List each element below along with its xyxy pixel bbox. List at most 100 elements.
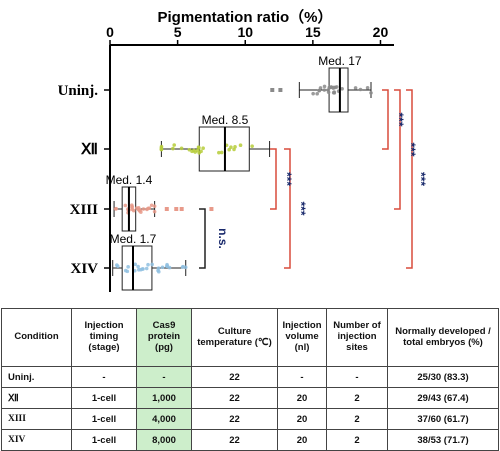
row-uninj-culture-temperature: 22 xyxy=(191,366,278,388)
data-point xyxy=(125,269,130,274)
category-label: XIV xyxy=(70,261,98,277)
data-point xyxy=(318,86,323,90)
row-xiii-condition: XIII xyxy=(1,408,72,430)
data-point xyxy=(159,147,164,152)
data-point xyxy=(219,150,224,155)
row-xiii-normally-developed: 37/60 (61.7) xyxy=(387,408,499,430)
significance-label: *** xyxy=(414,172,428,186)
row-xii-condition: Ⅻ xyxy=(1,387,72,409)
header-injection-timing: Injection timing (stage) xyxy=(71,308,137,367)
x-tick-label: 5 xyxy=(174,24,182,40)
median-label: Med. 8.5 xyxy=(202,113,249,127)
significance-label: *** xyxy=(294,201,308,215)
significance-bracket xyxy=(394,89,401,210)
data-point xyxy=(156,268,160,273)
data-point xyxy=(227,147,231,152)
data-point xyxy=(126,265,130,269)
header-culture-temperature: Culture temperature (℃) xyxy=(191,308,278,367)
axes: 0 5 10 15 20 Uninj. Ⅻ XIII XIV xyxy=(58,24,394,292)
data-point xyxy=(139,267,143,272)
row-uninj-condition: Uninj. xyxy=(1,366,72,388)
data-point xyxy=(193,150,197,154)
data-point xyxy=(144,266,149,271)
median-label: Med. 17 xyxy=(318,54,362,68)
median-label: Med. 1.4 xyxy=(106,173,153,187)
row-uninj-normally-developed: 25/30 (83.3) xyxy=(387,366,499,388)
data-point xyxy=(171,146,175,151)
row-uninj-cas9-protein: - xyxy=(136,366,192,388)
row-xiii-culture-temperature: 22 xyxy=(191,408,278,430)
table-row: Uninj. - -22- -25/30 (83.3) xyxy=(1,366,499,388)
category-label: XIII xyxy=(70,202,99,218)
data-point xyxy=(358,87,363,92)
outlier-point xyxy=(209,207,214,211)
table-row: Ⅻ 1-cell 1,000 22 20 2 29/43 (67.4) xyxy=(1,387,499,409)
data-point xyxy=(197,146,201,150)
significance-label: *** xyxy=(404,142,418,156)
data-point xyxy=(369,91,373,95)
data-point xyxy=(311,91,315,96)
conditions-table: Condition Injection timing (stage) Cas9 … xyxy=(1,308,499,451)
significance-label: *** xyxy=(280,172,294,186)
x-tick-label: 20 xyxy=(373,24,389,40)
row-xiv-injection-sites: 2 xyxy=(326,429,388,451)
row-xiv-cas9-protein: 8,000 xyxy=(136,429,192,451)
outlier-point xyxy=(179,207,184,211)
header-condition: Condition xyxy=(1,308,72,367)
header-normally-developed: Normally developed / total embryos (%) xyxy=(387,308,499,367)
significance-label: n.s. xyxy=(216,228,230,249)
row-uninj-injection-volume: - xyxy=(277,366,327,388)
data-point xyxy=(115,263,119,267)
data-point xyxy=(250,144,254,148)
row-xii-culture-temperature: 22 xyxy=(191,387,278,409)
table-row: XIV 1-cell 8,000 22 20 2 38/53 (71.7) xyxy=(1,429,499,451)
significance-bracket xyxy=(270,148,277,210)
row-xiii-cas9-protein: 4,000 xyxy=(136,408,192,430)
row-xiv-normally-developed: 38/53 (71.7) xyxy=(387,429,499,451)
table-header-row: Condition Injection timing (stage) Cas9 … xyxy=(1,308,499,367)
row-xii-injection-sites: 2 xyxy=(326,387,388,409)
data-point xyxy=(160,265,165,270)
category-label: Ⅻ xyxy=(80,142,98,158)
row-xiii-injection-sites: 2 xyxy=(326,408,388,430)
outlier-point xyxy=(270,88,275,92)
row-uninj-injection-sites: - xyxy=(326,366,388,388)
data-point xyxy=(199,149,203,154)
data-point xyxy=(365,86,370,90)
data-point xyxy=(165,264,170,268)
row-xii-normally-developed: 29/43 (67.4) xyxy=(387,387,499,409)
row-xiv-condition: XIV xyxy=(1,429,72,451)
data-point xyxy=(131,208,136,213)
labels: Med. 17 Med. 8.5 Med. 1.4 Med. 1.7 n.s. *** **… xyxy=(106,54,428,249)
data-point xyxy=(217,150,221,155)
data-point xyxy=(201,146,205,151)
header-injection-sites: Number of injection sites xyxy=(326,308,388,367)
data-point xyxy=(152,209,157,214)
data-point xyxy=(172,143,177,147)
significance-bracket xyxy=(284,148,291,269)
table-row: XIII 1-cell 4,000 22 20 2 37/60 (61.7) xyxy=(1,408,499,430)
outlier-point xyxy=(278,88,283,92)
data-point xyxy=(238,143,243,147)
data-point xyxy=(113,207,118,211)
row-xii-injection-timing: 1-cell xyxy=(71,387,137,409)
data-point xyxy=(229,145,233,149)
row-xii-cas9-protein: 1,000 xyxy=(136,387,192,409)
x-tick-label: 0 xyxy=(106,24,114,40)
data-point xyxy=(147,206,152,210)
category-label: Uninj. xyxy=(58,83,99,99)
data-point xyxy=(315,91,319,96)
boxplot-chart: Pigmentation ratio（%） 0 5 10 15 20 Uninj. Ⅻ XII… xyxy=(58,8,428,292)
data-point xyxy=(322,84,327,89)
row-uninj-injection-timing: - xyxy=(71,366,137,388)
median-label: Med. 1.7 xyxy=(110,232,157,246)
header-injection-volume: Injection volume (nl) xyxy=(277,308,327,367)
data-point xyxy=(187,148,192,152)
row-xiii-injection-timing: 1-cell xyxy=(71,408,137,430)
box xyxy=(121,245,153,291)
marks xyxy=(112,67,413,291)
outlier-point xyxy=(164,207,169,211)
data-point xyxy=(322,88,327,92)
significance-bracket xyxy=(382,89,389,150)
data-point xyxy=(152,204,157,209)
